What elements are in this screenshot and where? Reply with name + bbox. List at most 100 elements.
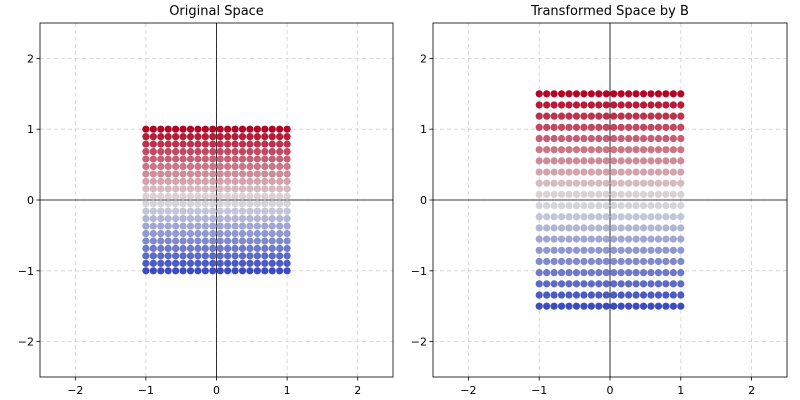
panel-2-point-109 — [602, 246, 610, 254]
panel-1-xtick-label-3: 1 — [284, 384, 291, 397]
panel-1-point-31 — [224, 259, 232, 267]
panel-2-point-277 — [662, 157, 670, 165]
panel-2-title: Transformed Space by B — [530, 4, 689, 19]
panel-2-point-90 — [610, 257, 618, 266]
panel-1-point-111 — [224, 229, 232, 238]
panel-1-point-300 — [142, 155, 150, 163]
panel-1-point-268 — [201, 170, 209, 178]
panel-2-point-182 — [550, 201, 558, 210]
panel-2-point-274 — [639, 157, 648, 165]
panel-2-point-265 — [572, 157, 581, 165]
panel-1-point-138 — [276, 222, 284, 230]
panel-1-point-365 — [179, 133, 187, 141]
panel-1-point-295 — [253, 162, 261, 171]
panel-2-point-49 — [602, 280, 610, 288]
panel-2-point-86 — [580, 257, 588, 266]
panel-1-point-99 — [283, 237, 291, 245]
panel-1-point-210 — [216, 192, 224, 200]
panel-2-point-80 — [535, 257, 543, 266]
panel-1-point-298 — [276, 162, 284, 171]
panel-1-point-229 — [209, 185, 217, 193]
panel-2-point-376 — [654, 101, 663, 109]
panel-2-ytick-label-2: 0 — [420, 194, 427, 207]
panel-2-point-330 — [610, 123, 618, 131]
panel-2-point-317 — [662, 134, 670, 143]
panel-2-point-22 — [550, 291, 558, 299]
panel-2-point-343 — [557, 112, 566, 120]
panel-1-point-58 — [276, 252, 284, 260]
panel-1-point-2 — [157, 267, 165, 275]
panel-1-point-170 — [216, 207, 224, 215]
panel-2-point-66 — [580, 269, 588, 277]
panel-2-point-43 — [557, 280, 566, 288]
panel-1-point-60 — [142, 244, 150, 253]
panel-1-point-16 — [261, 267, 269, 275]
panel-1-point-149 — [209, 215, 217, 223]
panel-2-point-375 — [647, 101, 655, 109]
panel-1-point-36 — [261, 259, 269, 267]
panel-2-point-232 — [625, 179, 633, 187]
panel-2-point-278 — [669, 157, 677, 165]
panel-1-point-350 — [216, 140, 224, 148]
panel-2-point-31 — [617, 291, 625, 299]
panel-1-point-296 — [261, 162, 269, 171]
panel-1-point-251 — [224, 177, 232, 185]
panel-2-point-354 — [639, 112, 648, 120]
panel-1-point-156 — [261, 215, 269, 223]
panel-2-point-319 — [677, 134, 685, 143]
panel-1-point-326 — [186, 147, 195, 156]
panel-2-point-1 — [543, 302, 551, 310]
panel-1-point-160 — [142, 207, 150, 215]
panel-1-point-124 — [172, 222, 180, 230]
panel-1-point-6 — [186, 267, 195, 275]
panel-1-point-106 — [186, 229, 195, 238]
panel-1-point-197 — [268, 200, 276, 208]
panel-2-point-158 — [669, 224, 677, 232]
panel-1-point-105 — [179, 229, 187, 238]
panel-1-point-33 — [238, 259, 247, 267]
panel-2-point-215 — [647, 190, 655, 199]
panel-1-point-22 — [157, 259, 165, 267]
panel-2-point-95 — [647, 257, 655, 266]
panel-2-point-180 — [535, 201, 543, 210]
panel-2-point-179 — [677, 213, 685, 221]
panel-2-point-200 — [535, 190, 543, 199]
panel-1-point-362 — [157, 133, 165, 141]
panel-2-point-40 — [535, 280, 543, 288]
panel-1-point-281 — [149, 162, 157, 171]
panel-2-point-94 — [639, 257, 648, 266]
panel-2-point-268 — [595, 157, 603, 165]
panel-2-point-69 — [602, 269, 610, 277]
panel-2-point-145 — [572, 224, 581, 232]
panel-1-point-75 — [253, 244, 261, 253]
panel-2-point-141 — [543, 224, 551, 232]
panel-1-point-389 — [209, 125, 217, 133]
panel-2-point-29 — [602, 291, 610, 299]
panel-2-point-254 — [639, 168, 648, 176]
panel-2-point-99 — [677, 257, 685, 266]
panel-2-point-298 — [669, 146, 677, 154]
panel-2-point-216 — [654, 190, 663, 199]
panel-2-point-73 — [632, 269, 640, 277]
panel-2-point-196 — [654, 201, 663, 210]
panel-1-point-195 — [253, 200, 261, 208]
panel-2-point-65 — [572, 269, 581, 277]
panel-2-point-165 — [572, 213, 581, 221]
panel-1-point-171 — [224, 207, 232, 215]
panel-1-point-288 — [201, 162, 209, 171]
panel-1-point-372 — [231, 133, 239, 141]
panel-2-point-26 — [580, 291, 588, 299]
panel-2-point-118 — [669, 246, 677, 254]
panel-2-point-2 — [550, 302, 558, 310]
panel-1-point-41 — [149, 252, 157, 260]
panel-2-point-205 — [572, 190, 581, 199]
panel-2-point-249 — [602, 168, 610, 176]
panel-1-point-69 — [209, 244, 217, 253]
panel-1-point-366 — [186, 133, 195, 141]
panel-2-point-362 — [550, 101, 558, 109]
panel-2-point-57 — [662, 280, 670, 288]
panel-2-point-77 — [662, 269, 670, 277]
panel-1-point-324 — [172, 147, 180, 156]
panel-1-point-336 — [261, 147, 269, 156]
panel-2-point-355 — [647, 112, 655, 120]
